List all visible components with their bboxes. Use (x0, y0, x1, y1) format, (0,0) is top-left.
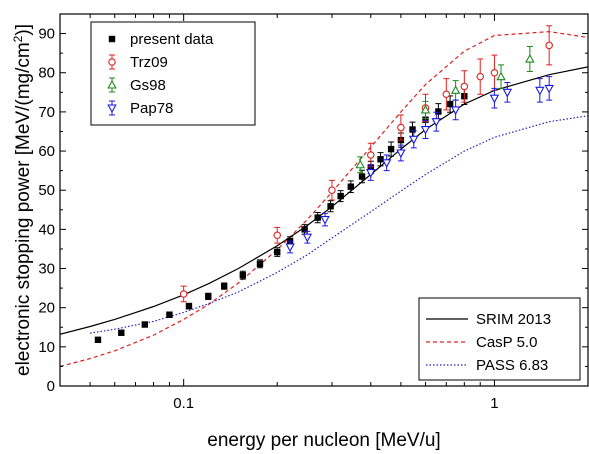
point-trz09 (328, 186, 336, 194)
point-pap78 (396, 149, 406, 159)
point-pap78 (409, 135, 419, 145)
point-trz09 (490, 68, 499, 77)
point-pap78 (544, 84, 554, 94)
point-trz09 (179, 290, 188, 298)
legend-lines-frame (418, 297, 581, 381)
point-trz09 (545, 41, 553, 50)
curve-casp-5-0 (60, 30, 588, 367)
point-pap78 (285, 243, 295, 253)
legend-line-samples (426, 318, 468, 366)
legend-points: present data Trz09 Gs98 Pap78 (90, 21, 256, 126)
legend-label-pass: PASS 6.83 (476, 357, 548, 374)
y-axis-label-sup: 2 (11, 35, 25, 42)
axis-ticks (60, 14, 589, 387)
y-tick-label: 50 (38, 182, 55, 199)
point-present-data (239, 271, 247, 279)
point-present-data (94, 336, 102, 343)
point-trz09 (460, 82, 469, 91)
point-present-data (435, 108, 442, 115)
point-trz09 (476, 72, 484, 81)
legend-lines: SRIM 2013 CasP 5.0 PASS 6.83 (418, 297, 581, 381)
plot-frame (59, 13, 589, 387)
point-gs98 (496, 71, 506, 81)
point-present-data (220, 282, 228, 290)
legend-point-markers (107, 35, 117, 116)
legend-marker (107, 79, 117, 89)
point-pap78 (489, 94, 500, 104)
point-present-data (358, 173, 366, 180)
y-tick-label: 60 (38, 143, 55, 160)
point-gs98 (450, 85, 461, 94)
point-present-data (166, 311, 173, 318)
data-points (94, 25, 554, 343)
point-present-data (327, 203, 334, 210)
y-axis-label: electronic stopping power [MeV/(mg/cm2)] (11, 24, 34, 376)
point-trz09 (397, 123, 405, 132)
y-axis-label-main: electronic stopping power [MeV/(mg/cm (13, 42, 34, 376)
x-tick-label: 0.1 (173, 395, 194, 412)
point-gs98 (525, 53, 535, 63)
point-trz09 (367, 151, 375, 159)
point-present-data (446, 100, 454, 108)
x-tick-labels: 0.1 1 (173, 395, 498, 412)
point-present-data (314, 214, 321, 221)
legend-label-casp: CasP 5.0 (476, 334, 537, 351)
legend-points-frame (90, 21, 256, 126)
point-present-data (205, 293, 212, 300)
y-tick-label: 90 (38, 26, 55, 43)
point-pap78 (302, 233, 313, 243)
legend-marker (108, 35, 116, 43)
x-tick-label: 1 (490, 395, 498, 412)
y-tick-label: 10 (38, 339, 55, 356)
y-tick-label: 20 (38, 300, 55, 317)
point-pap78 (431, 118, 442, 127)
point-pap78 (381, 159, 392, 168)
point-pap78 (450, 106, 461, 116)
point-present-data (409, 126, 416, 133)
legend-marker (107, 104, 117, 114)
point-present-data (274, 248, 281, 256)
legend-label-srim: SRIM 2013 (476, 311, 551, 328)
point-pap78 (502, 88, 513, 98)
legend-label-trz09: Trz09 (130, 54, 168, 71)
x-axis-label: energy per nucleon [MeV/u] (207, 430, 440, 451)
y-tick-label: 30 (38, 261, 55, 278)
point-present-data (337, 192, 344, 200)
y-tick-label: 80 (38, 65, 55, 82)
point-pap78 (320, 216, 330, 225)
point-pap78 (535, 86, 545, 96)
point-present-data (347, 183, 355, 190)
y-tick-labels: 0 10 20 30 40 50 60 70 80 90 (38, 26, 55, 395)
point-gs98 (420, 104, 431, 114)
point-gs98 (355, 159, 365, 169)
y-tick-label: 70 (38, 104, 55, 121)
point-present-data (377, 156, 384, 163)
legend-marker (108, 58, 116, 66)
point-trz09 (442, 90, 451, 99)
point-present-data (141, 321, 149, 328)
y-tick-label: 0 (47, 378, 55, 395)
point-present-data (301, 226, 308, 233)
point-present-data (185, 302, 193, 310)
point-present-data (118, 329, 125, 336)
curve-srim-2013 (60, 66, 588, 335)
point-present-data (387, 145, 395, 153)
y-tick-label: 40 (38, 221, 55, 238)
point-trz09 (273, 231, 281, 239)
model-curves (60, 30, 588, 367)
point-pap78 (366, 169, 376, 178)
legend-label-pap78: Pap78 (130, 100, 173, 117)
y-axis-label-end: )] (13, 24, 34, 36)
point-pap78 (420, 125, 431, 135)
point-present-data (256, 260, 264, 268)
legend-label-present-data: present data (130, 31, 214, 48)
legend-label-gs98: Gs98 (130, 77, 166, 94)
